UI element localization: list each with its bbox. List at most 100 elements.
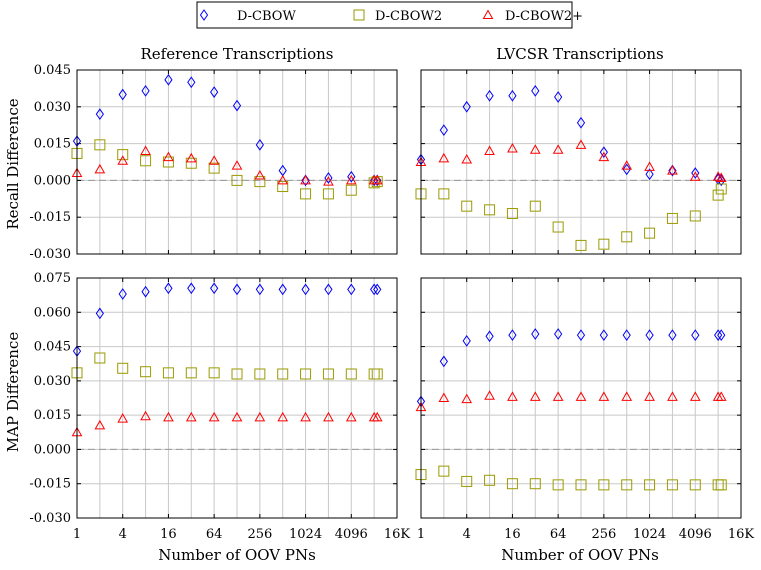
data-point-d-cbow2 (621, 231, 633, 243)
data-point-d-cbow2 (529, 478, 541, 490)
data-point-d-cbow2 (185, 157, 197, 169)
data-point-d-cbow (485, 89, 494, 102)
data-point-d-cbow2-plus (371, 411, 383, 422)
x-tick-label: 1024 (633, 527, 666, 542)
data-point-d-cbow (164, 282, 173, 295)
y-tick-label: -0.015 (29, 210, 71, 225)
data-point-d-cbow2-plus (277, 174, 289, 185)
data-point-d-cbow (531, 84, 540, 97)
panel-1: 0.045 0.030 0.015 0.000 -0.015 -0.030 (29, 63, 398, 262)
data-point-d-cbow2 (231, 368, 243, 380)
x-axis-title-right: Number of OOV PNs (501, 546, 659, 564)
data-point-d-cbow2 (300, 188, 312, 200)
data-point-d-cbow2-plus (163, 151, 174, 162)
data-point-d-cbow2-plus (323, 411, 334, 422)
data-point-d-cbow2 (254, 176, 266, 188)
series-d-cbow2 (415, 465, 727, 491)
data-point-d-cbow2-plus (117, 155, 129, 165)
y-tick-label: -0.015 (29, 477, 71, 492)
data-point-d-cbow2 (208, 367, 220, 379)
data-point-d-cbow2 (140, 366, 152, 378)
data-point-d-cbow2-plus (208, 155, 220, 165)
x-tick-label: 16K (728, 527, 755, 542)
x-tick-label: 1024 (289, 527, 322, 542)
x-tick-label: 256 (591, 527, 616, 542)
y-tick-label: 0.015 (34, 137, 71, 152)
data-point-d-cbow2-plus (371, 174, 383, 185)
y-tick-label: -0.030 (29, 247, 71, 262)
data-point-d-cbow2 (552, 221, 564, 233)
data-point-d-cbow2 (552, 479, 564, 491)
x-tick-label: 4096 (335, 527, 368, 542)
data-point-d-cbow (717, 329, 726, 342)
data-point-d-cbow2 (185, 367, 197, 379)
data-point-d-cbow2 (689, 479, 701, 491)
data-point-d-cbow2-plus (575, 139, 587, 149)
data-point-d-cbow (187, 282, 196, 295)
data-point-d-cbow2-plus (507, 391, 518, 401)
y-tick-label: 0.000 (34, 442, 71, 457)
data-point-d-cbow2 (575, 239, 587, 251)
data-point-d-cbow (232, 99, 242, 112)
x-axis-title-left: Number of OOV PNs (158, 546, 316, 564)
data-point-d-cbow (232, 283, 242, 296)
data-point-d-cbow2 (575, 479, 587, 491)
data-point-d-cbow (599, 146, 608, 159)
data-point-d-cbow2-plus (254, 411, 266, 422)
series-d-cbow2-plus (415, 139, 727, 182)
y-tick-label: 0.030 (34, 100, 71, 115)
data-point-d-cbow2-plus (461, 393, 473, 404)
data-point-d-cbow2 (162, 156, 174, 168)
data-point-d-cbow2-plus (575, 391, 587, 401)
legend-label-d-cbow: D-CBOW (237, 9, 296, 24)
data-point-d-cbow2-plus (529, 144, 541, 154)
y-tick-label: 0.030 (34, 374, 71, 389)
x-tick-label: 4 (119, 527, 127, 542)
data-point-d-cbow2 (598, 238, 610, 250)
data-point-d-cbow (508, 89, 517, 102)
series-d-cbow (416, 84, 726, 187)
data-point-d-cbow (462, 100, 471, 113)
series-d-cbow2 (71, 139, 383, 200)
data-point-d-cbow (645, 168, 654, 181)
data-point-d-cbow2-plus (300, 411, 311, 422)
data-point-d-cbow (187, 76, 196, 89)
data-point-d-cbow2 (277, 368, 289, 380)
data-point-d-cbow2 (506, 208, 518, 220)
data-point-d-cbow (324, 283, 333, 296)
data-point-d-cbow2 (322, 188, 334, 200)
data-point-d-cbow (278, 283, 287, 296)
data-point-d-cbow2-plus (231, 160, 243, 170)
data-point-d-cbow2-plus (185, 411, 197, 422)
x-tick-label: 64 (206, 527, 223, 542)
data-point-d-cbow (645, 329, 654, 342)
data-point-d-cbow2 (371, 368, 383, 380)
data-point-d-cbow (531, 328, 540, 340)
series-d-cbow (72, 282, 382, 358)
data-point-d-cbow (439, 355, 448, 368)
data-point-d-cbow2-plus (667, 391, 678, 401)
data-point-d-cbow (668, 329, 677, 342)
data-point-d-cbow (554, 328, 563, 340)
data-point-d-cbow2-plus (529, 391, 541, 401)
data-point-d-cbow (164, 73, 173, 86)
data-point-d-cbow2-plus (163, 411, 174, 422)
data-point-d-cbow2 (254, 368, 266, 380)
data-point-d-cbow2 (322, 368, 334, 380)
data-point-d-cbow2-plus (461, 154, 473, 164)
y-tick-label: 0.015 (34, 408, 71, 423)
y-tick-label: 0.045 (34, 63, 71, 78)
data-point-d-cbow2-plus (323, 176, 334, 186)
data-point-d-cbow2-plus (345, 411, 357, 422)
plot-frame (76, 69, 398, 255)
data-point-d-cbow (301, 174, 310, 187)
data-point-d-cbow2-plus (438, 392, 450, 402)
data-point-d-cbow (576, 329, 586, 342)
data-point-d-cbow2 (712, 189, 724, 201)
data-point-d-cbow (347, 170, 356, 183)
data-point-d-cbow2-plus (345, 174, 357, 185)
data-point-d-cbow (301, 283, 310, 296)
series-d-cbow (416, 328, 726, 408)
data-point-d-cbow (324, 172, 333, 184)
